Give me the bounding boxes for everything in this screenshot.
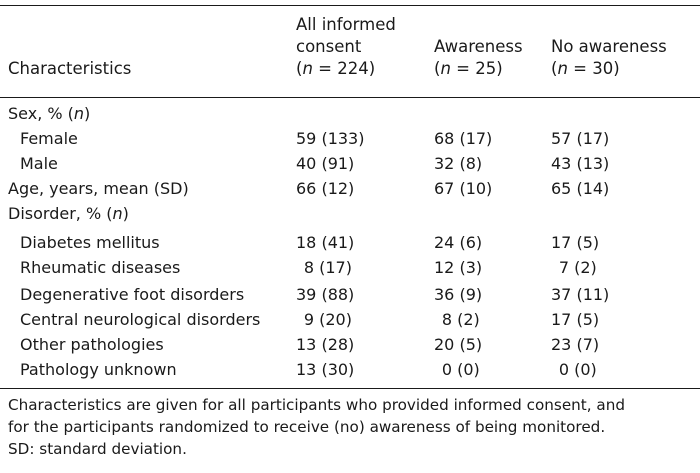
table-top-rule (0, 5, 700, 6)
row-label: Degenerative foot disorders (20, 285, 245, 304)
header-col2-n: (n = 25) (434, 59, 503, 78)
cell-no-awareness: 0 (0) (558, 360, 597, 379)
cell-all: 18 (41) (296, 233, 355, 252)
row-label: Sex, % (n) (8, 104, 91, 123)
header-col2-line1: Awareness (434, 37, 523, 56)
cell-all: 66 (12) (296, 179, 355, 198)
cell-no-awareness: 7 (2) (558, 258, 597, 277)
row-label: Diabetes mellitus (20, 233, 160, 252)
cell-all: 13 (30) (296, 360, 355, 379)
cell-no-awareness: 17 (5) (551, 310, 600, 329)
header-col3-n: (n = 30) (551, 59, 620, 78)
table-row: Rheumatic diseases 8 (17) 12 (3) 7 (2) (0, 255, 700, 280)
header-awareness: Awareness (n = 25) (434, 36, 523, 80)
table-row: Female 59 (133) 68 (17) 57 (17) (0, 126, 700, 151)
row-label: Pathology unknown (20, 360, 177, 379)
cell-no-awareness: 43 (13) (551, 154, 610, 173)
cell-no-awareness: 17 (5) (551, 233, 600, 252)
cell-awareness: 20 (5) (434, 335, 483, 354)
row-label: Rheumatic diseases (20, 258, 181, 277)
header-col1-n: (n = 224) (296, 59, 376, 78)
cell-all: 13 (28) (296, 335, 355, 354)
cell-all: 59 (133) (296, 129, 365, 148)
header-col1-n-value: 224 (337, 59, 369, 78)
table-row: Degenerative foot disorders 39 (88) 36 (… (0, 282, 700, 307)
row-label: Female (20, 129, 78, 148)
row-label: Male (20, 154, 58, 173)
cell-awareness: 8 (2) (441, 310, 480, 329)
table-row: Central neurological disorders 9 (20) 8 … (0, 307, 700, 332)
cell-awareness: 32 (8) (434, 154, 483, 173)
table-row: Pathology unknown 13 (30) 0 (0) 0 (0) (0, 357, 700, 382)
header-col0-label: Characteristics (8, 59, 132, 78)
table-row: Diabetes mellitus 18 (41) 24 (6) 17 (5) (0, 230, 700, 255)
row-label: Disorder, % (n) (8, 204, 129, 223)
table-row: Age, years, mean (SD) 66 (12) 67 (10) 65… (0, 176, 700, 201)
cell-awareness: 68 (17) (434, 129, 493, 148)
header-col1-line1: All informed (296, 15, 396, 34)
header-col3-line1: No awareness (551, 37, 667, 56)
cell-awareness: 24 (6) (434, 233, 483, 252)
header-characteristics: Characteristics (8, 58, 131, 80)
cell-awareness: 0 (0) (441, 360, 480, 379)
footnote-line2: for the participants randomized to recei… (8, 418, 606, 436)
header-col2-n-value: 25 (475, 59, 497, 78)
cell-awareness: 67 (10) (434, 179, 493, 198)
row-label: Central neurological disorders (20, 310, 261, 329)
table-row-disorder-header: Disorder, % (n) (0, 201, 700, 226)
table-row-sex-header: Sex, % (n) (0, 101, 700, 126)
header-col3-n-value: 30 (592, 59, 614, 78)
row-label: Other pathologies (20, 335, 164, 354)
footnote-line1: Characteristics are given for all partic… (8, 396, 625, 414)
table-row: Male 40 (91) 32 (8) 43 (13) (0, 151, 700, 176)
cell-no-awareness: 57 (17) (551, 129, 610, 148)
cell-no-awareness: 23 (7) (551, 335, 600, 354)
cell-no-awareness: 37 (11) (551, 285, 610, 304)
table-header-rule (0, 97, 700, 98)
cell-all: 8 (17) (303, 258, 352, 277)
header-no-awareness: No awareness (n = 30) (551, 36, 667, 80)
cell-awareness: 36 (9) (434, 285, 483, 304)
cell-all: 9 (20) (303, 310, 352, 329)
row-label: Age, years, mean (SD) (8, 179, 189, 198)
cell-all: 40 (91) (296, 154, 355, 173)
header-all-informed-consent: All informed consent (n = 224) (296, 14, 396, 80)
table-row: Other pathologies 13 (28) 20 (5) 23 (7) (0, 332, 700, 357)
cell-no-awareness: 65 (14) (551, 179, 610, 198)
footnote-line3: SD: standard deviation. (8, 440, 187, 458)
table-bottom-rule (0, 388, 700, 389)
table-footnote: Characteristics are given for all partic… (8, 394, 696, 460)
cell-awareness: 12 (3) (434, 258, 483, 277)
cell-all: 39 (88) (296, 285, 355, 304)
header-col1-line2: consent (296, 37, 362, 56)
